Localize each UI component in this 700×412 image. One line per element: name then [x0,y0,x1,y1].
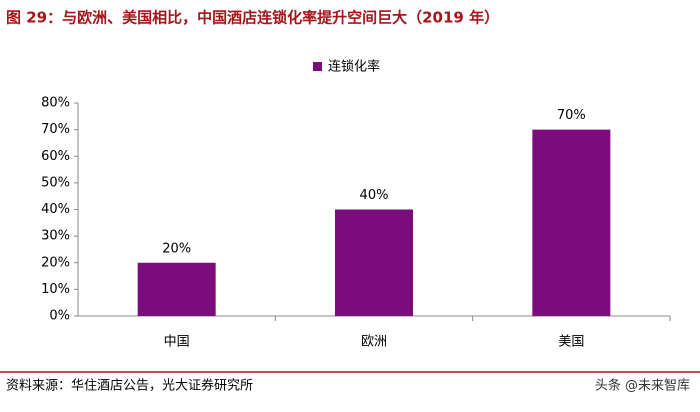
value-label: 40% [360,188,389,203]
watermark: 头条 @未来智库 [595,378,690,394]
x-tick-label: 中国 [164,335,190,350]
y-tick-label: 0% [49,309,70,324]
y-tick-label: 30% [41,229,70,244]
x-tick-label: 美国 [558,335,584,350]
bar [532,129,611,316]
y-tick-label: 80% [41,96,70,111]
source: 资料来源：华住酒店公告，光大证券研究所 [6,378,253,394]
bar [335,209,413,316]
legend-swatch [313,62,322,71]
y-tick-label: 50% [41,175,70,190]
chart-title: 图 29：与欧洲、美国相比，中国酒店连锁化率提升空间巨大（2019 年） [6,9,499,27]
value-label: 20% [162,241,191,256]
y-tick-label: 40% [41,202,70,217]
y-tick-label: 70% [41,122,70,137]
y-tick-label: 10% [41,282,70,297]
y-tick-label: 60% [41,149,70,164]
legend-label: 连锁化率 [328,59,380,75]
bar [137,262,216,316]
y-tick-label: 20% [41,255,70,270]
x-tick-label: 欧洲 [361,335,387,350]
value-label: 70% [557,108,586,123]
